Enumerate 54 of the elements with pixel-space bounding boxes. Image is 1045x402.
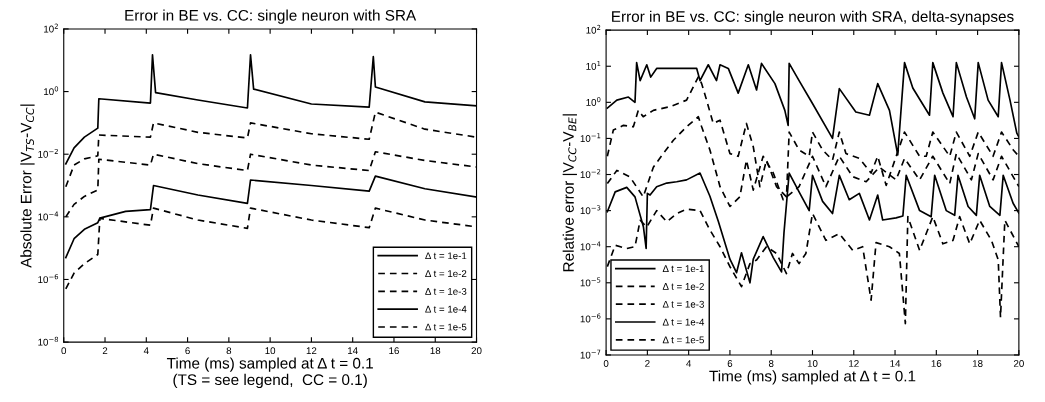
x-tick-label: 8 [226, 347, 232, 355]
x-tick-label: 18 [430, 347, 441, 355]
x-tick-label: 8 [768, 360, 774, 367]
y-tick-label: 10$^{−4}$ [580, 241, 601, 251]
legend-label: Δ t = 1e-3 [425, 287, 467, 295]
legend-label: Δ t = 1e-4 [425, 305, 467, 313]
y-tick-label: 10$^{−1}$ [580, 133, 601, 142]
x-tick-label: 2 [645, 360, 650, 367]
x-tick-label: 18 [972, 360, 983, 367]
x-tick-label: 16 [389, 347, 399, 355]
x-tick-label: 4 [143, 347, 149, 355]
legend-label: Δ t = 1e-2 [662, 283, 704, 290]
x-tick-label: 0 [603, 360, 609, 367]
x-tick-label: 12 [306, 347, 317, 355]
y-tick-label: 10$^{−2}$ [38, 148, 58, 158]
chart-title: Error in BE vs. CC: single neuron with SRA [125, 9, 417, 24]
x-tick-label: 0 [61, 347, 67, 355]
x-axis-title: Time (ms) sampled at Δ t = 0.1 (TS = see legend, CC = 0.1) [166, 357, 373, 389]
legend-label: Δ t = 1e-2 [425, 270, 467, 278]
x-tick-label: 6 [727, 360, 733, 367]
y-tick-label: 10$^{0}$ [586, 97, 601, 106]
y-tick-label: 10$^{−6}$ [38, 274, 59, 284]
y-tick-label: 10$^{2}$ [44, 23, 58, 33]
x-tick-label: 6 [185, 347, 190, 355]
y-tick-label: 10$^{−4}$ [38, 211, 59, 221]
y-axis-title: Absolute Error |V$_{TS}$-V$_{CC}$| [20, 104, 35, 268]
x-tick-label: 12 [849, 360, 859, 367]
legend-label: Δ t = 1e-1 [425, 252, 467, 260]
y-tick-label: 10$^{2}$ [586, 24, 601, 34]
x-tick-label: 10 [807, 360, 818, 367]
x-tick-label: 14 [890, 360, 901, 367]
legend-label: Δ t = 1e-4 [662, 318, 705, 326]
y-tick-label: 10$^{−3}$ [580, 205, 601, 215]
legend-label: Δ t = 1e-3 [662, 300, 704, 308]
y-tick-label: 10$^{1}$ [586, 61, 601, 70]
y-tick-label: 10$^{0}$ [44, 86, 59, 96]
y-axis-title: Relative error |V$_{CC}$-V$_{BE}$| [562, 114, 577, 272]
y-tick-label: 10$^{−2}$ [580, 169, 601, 179]
legend-label: Δ t = 1e-5 [425, 323, 467, 331]
x-tick-label: 10 [265, 347, 276, 355]
x-tick-label: 20 [1013, 360, 1024, 367]
chart-title: Error in BE vs. CC: single neuron with SRA, delta-synapses [612, 10, 1014, 25]
y-tick-label: 10$^{−7}$ [580, 349, 601, 359]
x-tick-label: 16 [931, 360, 942, 367]
x-tick-label: 14 [348, 347, 358, 355]
x-tick-label: 4 [686, 360, 692, 367]
legend-label: Δ t = 1e-1 [662, 265, 704, 273]
y-tick-label: 10$^{−5}$ [580, 277, 601, 287]
x-tick-label: 20 [471, 347, 482, 355]
legend-label: Δ t = 1e-5 [662, 336, 704, 344]
x-tick-label: 2 [102, 347, 108, 355]
y-tick-label: 10$^{−8}$ [38, 336, 59, 346]
x-axis-title: Time (ms) sampled at Δ t = 0.1 [709, 370, 916, 385]
y-tick-label: 10$^{−6}$ [580, 313, 601, 323]
